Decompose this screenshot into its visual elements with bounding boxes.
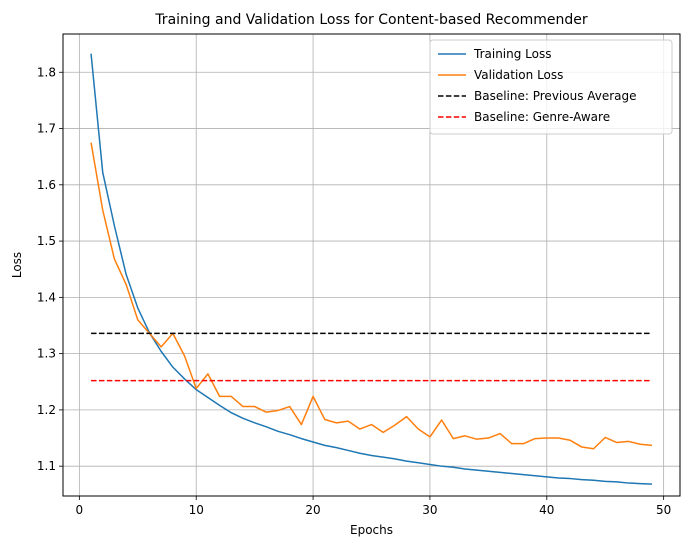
x-tick-label: 30 [422, 503, 437, 517]
y-tick-label: 1.4 [37, 290, 56, 304]
legend-label: Baseline: Genre-Aware [474, 110, 610, 124]
grid-lines [63, 34, 680, 496]
y-tick-label: 1.1 [37, 459, 56, 473]
chart-title: Training and Validation Loss for Content… [154, 12, 588, 28]
legend-label: Baseline: Previous Average [474, 89, 637, 103]
series-lines [90, 53, 653, 485]
y-axis-label: Loss [10, 252, 24, 278]
x-tick-label: 40 [539, 503, 554, 517]
y-tick-label: 1.3 [37, 347, 56, 361]
y-tick-label: 1.5 [37, 234, 56, 248]
x-tick-label: 0 [76, 503, 84, 517]
x-tick-label: 10 [189, 503, 204, 517]
axis-ticks: 0 10 20 30 40 50 1.1 1.2 1.3 1.4 1.5 1.6 1.7 1.8 [37, 65, 671, 517]
legend: Training Loss Validation Loss Baseline: Pr… [429, 39, 673, 135]
x-axis-label: Epochs [350, 523, 393, 537]
legend-box [429, 39, 673, 135]
y-tick-label: 1.6 [37, 178, 56, 192]
y-tick-label: 1.2 [37, 403, 56, 417]
series-line-validation-loss [90, 142, 653, 450]
plot-frame [62, 33, 681, 497]
legend-label: Validation Loss [474, 68, 563, 82]
y-tick-label: 1.7 [37, 122, 56, 136]
x-tick-label: 50 [656, 503, 671, 517]
series-line-training-loss [90, 53, 652, 485]
legend-label: Training Loss [473, 47, 551, 61]
y-tick-label: 1.8 [37, 65, 56, 79]
x-tick-label: 20 [305, 503, 320, 517]
